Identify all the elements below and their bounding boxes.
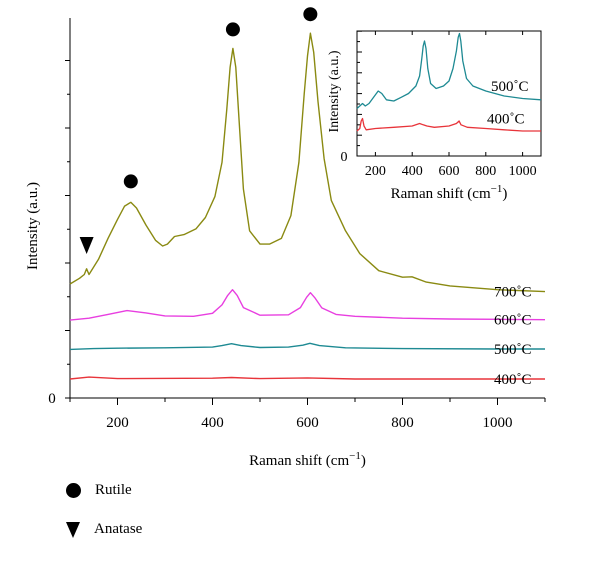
legend-rutile: Rutile [66, 482, 132, 499]
x-tick-label: 200 [106, 415, 129, 431]
inset-series-line-0 [356, 32, 542, 109]
legend-anatase: Anatase [66, 521, 142, 538]
inset-x-axis-title: Raman shift (cm−1) [391, 183, 508, 202]
x-tick-label: 1000 [483, 415, 513, 431]
inset-y-tick-label: 0 [341, 150, 348, 165]
inset-x-tick-label: 800 [475, 164, 496, 179]
rutile-peak-marker [225, 22, 240, 37]
inset-x-axis-title-sup: −1 [491, 183, 503, 195]
series-line-1 [69, 342, 545, 351]
series-line-2 [69, 289, 546, 321]
y-tick-label: 0 [48, 391, 56, 407]
series-line-0 [69, 376, 545, 380]
legend-rutile-label: Rutile [95, 482, 132, 498]
legend-anatase-label: Anatase [94, 521, 143, 537]
inset-x-tick-label: 400 [402, 164, 423, 179]
series-label: 500˚C [494, 342, 532, 358]
x-axis-title: Raman shift (cm−1) [249, 450, 366, 469]
inset-series-label: 500˚C [491, 79, 529, 95]
anatase-marker-icon [66, 521, 80, 538]
inset-series-label: 400˚C [487, 112, 525, 128]
inset-series-line-1 [356, 117, 541, 132]
x-tick-label: 800 [391, 415, 414, 431]
anatase-peak-marker [79, 237, 94, 254]
series-label: 400˚C [494, 372, 532, 388]
inset-y-axis-title: Intensity (a.u.) [327, 50, 342, 132]
rutile-peak-marker [123, 174, 138, 189]
inset-x-axis-title-close: ) [502, 186, 507, 202]
x-axis-title-sup: −1 [349, 450, 361, 462]
x-axis-title-close: ) [361, 453, 366, 469]
inset-x-tick-label: 600 [439, 164, 460, 179]
y-axis-title: Intensity (a.u.) [25, 182, 41, 270]
rutile-marker-icon [66, 483, 81, 498]
rutile-peak-marker [303, 7, 318, 22]
series-label: 700˚C [494, 285, 532, 301]
x-tick-label: 400 [201, 415, 224, 431]
x-tick-label: 600 [296, 415, 319, 431]
series-line-3 [69, 32, 546, 293]
inset-x-tick-label: 200 [365, 164, 386, 179]
series-label: 600˚C [494, 313, 532, 329]
inset-x-tick-label: 1000 [509, 164, 537, 179]
